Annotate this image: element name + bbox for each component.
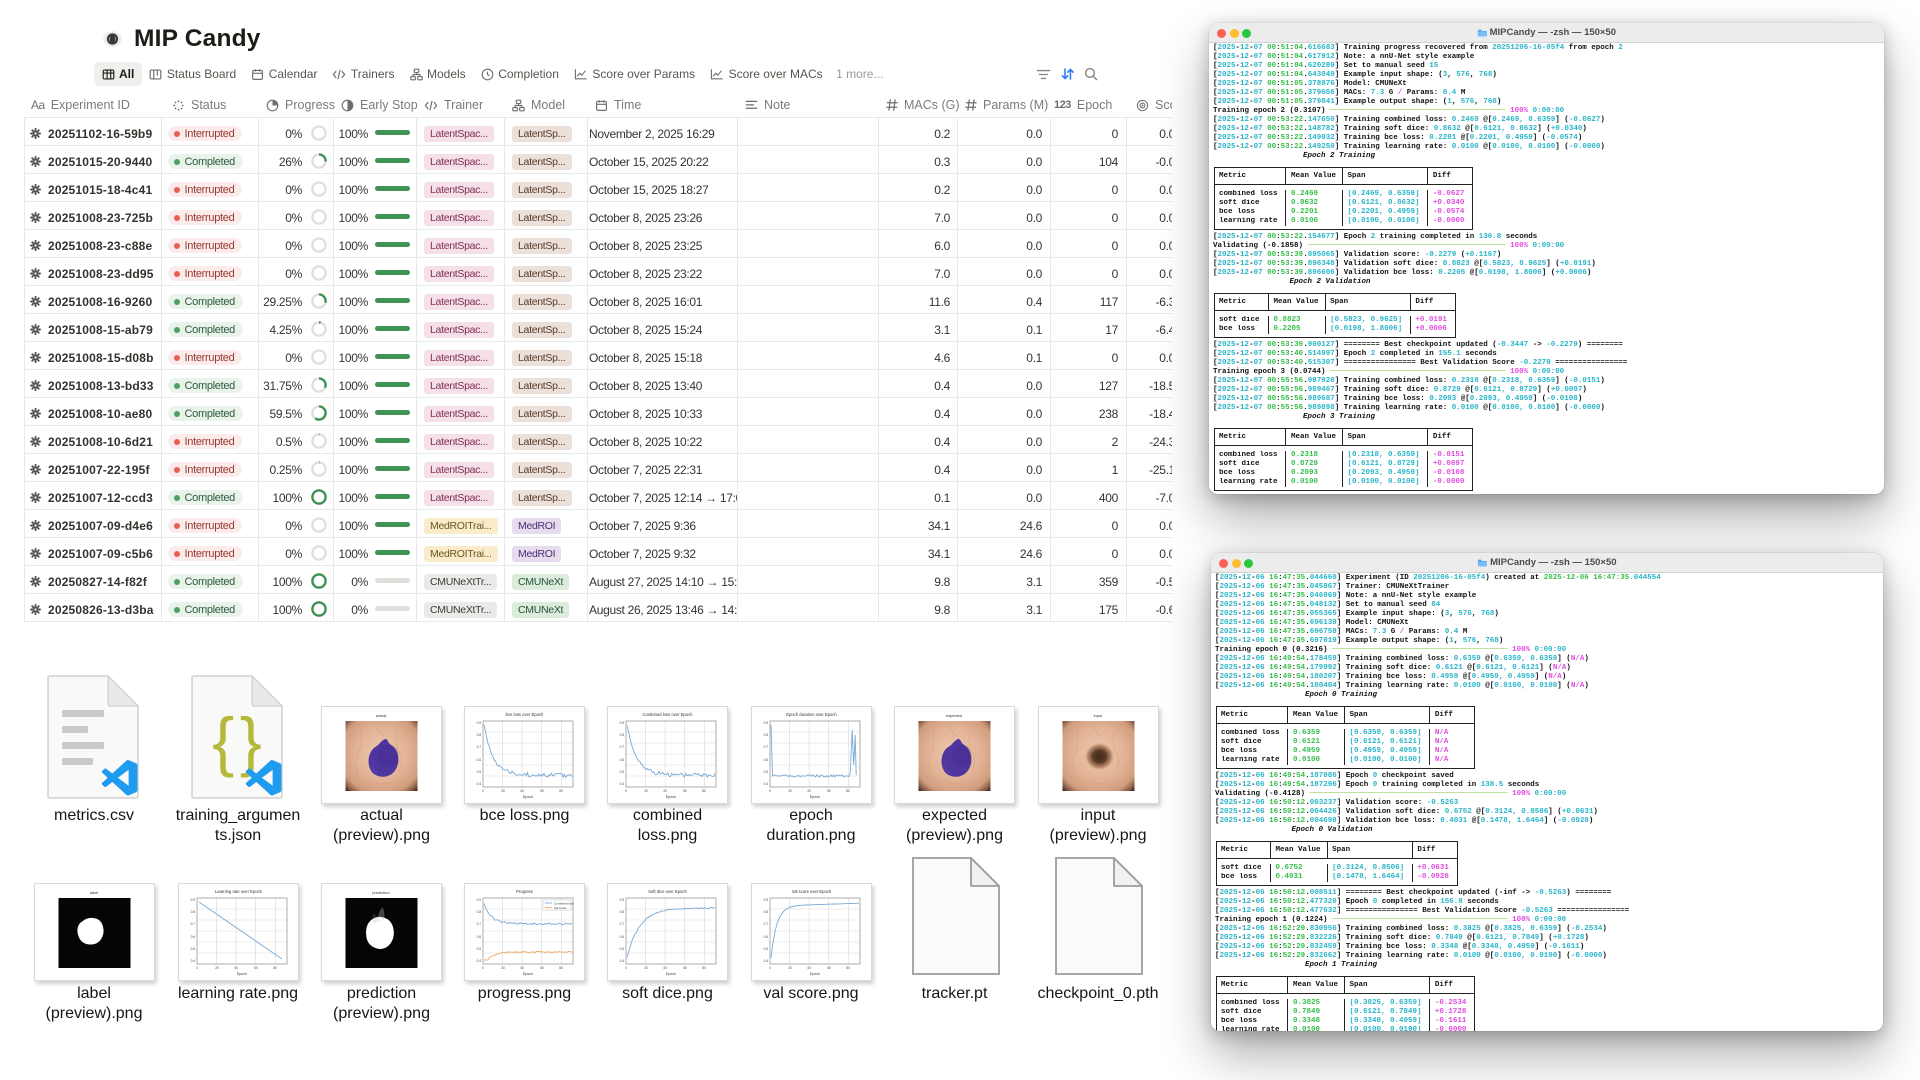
svg-text:40: 40 [807,966,811,970]
svg-text:0.6: 0.6 [763,935,768,939]
svg-text:0: 0 [769,966,771,970]
svg-text:20: 20 [501,966,505,970]
svg-text:0.7: 0.7 [477,745,482,749]
svg-text:60: 60 [827,966,831,970]
svg-text:80: 80 [702,966,706,970]
svg-text:Learning rate over Epoch: Learning rate over Epoch [214,889,262,894]
svg-text:Epoch duration over Epoch: Epoch duration over Epoch [786,712,837,717]
svg-text:20: 20 [788,789,792,793]
svg-text:40: 40 [807,789,811,793]
svg-text:0.5: 0.5 [190,947,195,951]
svg-text:expected: expected [946,713,962,718]
svg-text:Epoch: Epoch [809,795,819,799]
svg-text:0.7: 0.7 [190,922,195,926]
svg-text:0.7: 0.7 [763,745,768,749]
svg-text:0: 0 [625,966,627,970]
svg-text:40: 40 [520,789,524,793]
svg-text:Soft dice over Epoch: Soft dice over Epoch [648,889,687,894]
svg-text:0.8: 0.8 [763,733,768,737]
svg-text:{ }: { } [212,704,262,778]
svg-text:20: 20 [215,966,219,970]
svg-text:60: 60 [827,789,831,793]
svg-text:0: 0 [625,789,627,793]
svg-text:20: 20 [644,789,648,793]
svg-text:0.9: 0.9 [620,721,625,725]
svg-text:0.8: 0.8 [190,910,195,914]
svg-text:0.4: 0.4 [620,782,625,786]
svg-text:0.6: 0.6 [763,758,768,762]
svg-text:0.6: 0.6 [620,935,625,939]
svg-text:80: 80 [273,966,277,970]
svg-text:0.6: 0.6 [190,935,195,939]
svg-text:actual: actual [376,713,387,718]
svg-text:Combined loss over Epoch: Combined loss over Epoch [642,712,693,717]
svg-text:0.9: 0.9 [763,898,768,902]
svg-text:0.9: 0.9 [620,898,625,902]
svg-text:0.5: 0.5 [477,770,482,774]
svg-text:0: 0 [482,789,484,793]
svg-text:0: 0 [769,789,771,793]
svg-text:40: 40 [520,966,524,970]
svg-text:0.4: 0.4 [190,959,195,963]
svg-text:60: 60 [683,966,687,970]
svg-text:0: 0 [482,966,484,970]
svg-text:0.6: 0.6 [477,758,482,762]
svg-text:60: 60 [683,789,687,793]
svg-text:20: 20 [501,789,505,793]
svg-text:0.7: 0.7 [477,922,482,926]
svg-text:0.4: 0.4 [477,959,482,963]
svg-text:80: 80 [702,789,706,793]
svg-text:0: 0 [196,966,198,970]
svg-text:Epoch: Epoch [236,972,246,976]
svg-text:40: 40 [663,966,667,970]
svg-text:Combined loss: Combined loss [554,902,574,906]
svg-text:0.9: 0.9 [763,721,768,725]
svg-text:0.4: 0.4 [763,782,768,786]
svg-text:80: 80 [559,966,563,970]
svg-text:0.7: 0.7 [620,922,625,926]
svg-text:0.5: 0.5 [620,947,625,951]
svg-text:0.4: 0.4 [620,959,625,963]
svg-text:bce loss over Epoch: bce loss over Epoch [506,712,544,717]
svg-text:0.8: 0.8 [477,910,482,914]
svg-text:80: 80 [559,789,563,793]
svg-text:0.5: 0.5 [477,947,482,951]
svg-text:0.7: 0.7 [763,922,768,926]
svg-text:40: 40 [663,789,667,793]
svg-text:0.8: 0.8 [763,910,768,914]
svg-text:Epoch: Epoch [666,795,676,799]
svg-text:0.9: 0.9 [477,898,482,902]
svg-text:prediction: prediction [372,890,389,895]
svg-text:0.4: 0.4 [477,782,482,786]
svg-text:label: label [89,890,98,895]
svg-text:20: 20 [788,966,792,970]
svg-text:80: 80 [846,966,850,970]
svg-text:0.6: 0.6 [477,935,482,939]
svg-text:20: 20 [644,966,648,970]
svg-text:60: 60 [540,966,544,970]
svg-text:Epoch: Epoch [809,972,819,976]
svg-text:input: input [1093,713,1103,718]
svg-text:Val score: Val score [554,906,567,910]
svg-text:0.8: 0.8 [620,733,625,737]
svg-text:0.6: 0.6 [620,758,625,762]
svg-text:80: 80 [846,789,850,793]
svg-text:60: 60 [254,966,258,970]
svg-text:60: 60 [540,789,544,793]
svg-text:0.7: 0.7 [620,745,625,749]
svg-text:40: 40 [234,966,238,970]
svg-text:0.5: 0.5 [763,947,768,951]
svg-text:Epoch: Epoch [523,795,533,799]
svg-text:0.9: 0.9 [190,898,195,902]
svg-text:0.8: 0.8 [620,910,625,914]
svg-text:0.8: 0.8 [477,733,482,737]
svg-text:0.5: 0.5 [620,770,625,774]
svg-text:0.9: 0.9 [477,721,482,725]
svg-text:0.4: 0.4 [763,959,768,963]
svg-text:Epoch: Epoch [666,972,676,976]
svg-text:Epoch: Epoch [523,972,533,976]
svg-text:0.5: 0.5 [763,770,768,774]
svg-text:Val score over Epoch: Val score over Epoch [791,889,831,894]
svg-text:Progress: Progress [516,889,533,894]
